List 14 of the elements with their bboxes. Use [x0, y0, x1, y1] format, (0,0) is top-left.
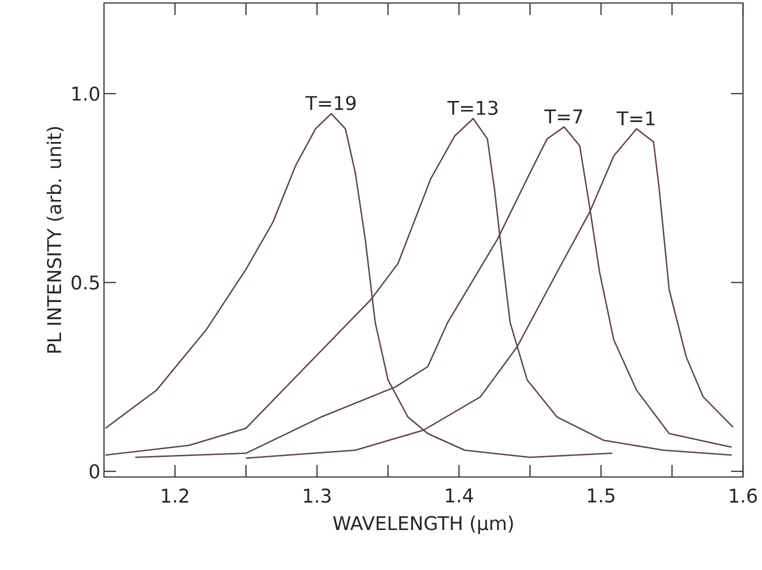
- series-label: T=7: [544, 110, 582, 124]
- y-tick-label: 0.5: [72, 275, 99, 290]
- x-axis-title: WAVELENGTH (μm): [333, 516, 513, 534]
- x-tick-label: 1.3: [304, 488, 331, 503]
- series-label: T=1: [616, 111, 654, 126]
- y-tick-label: 1.0: [72, 86, 100, 101]
- x-tick-label: 1.4: [446, 488, 473, 502]
- y-axis-title: PL INTENSITY (arb. unit): [46, 127, 64, 353]
- y-tick-label: 0: [90, 464, 100, 478]
- x-tick-label: 1.6: [730, 488, 757, 503]
- x-tick-label: 1.2: [162, 488, 188, 503]
- x-tick-label: 1.5: [588, 488, 614, 503]
- series-label: T=19: [305, 96, 356, 110]
- series-label: T=13: [447, 100, 498, 116]
